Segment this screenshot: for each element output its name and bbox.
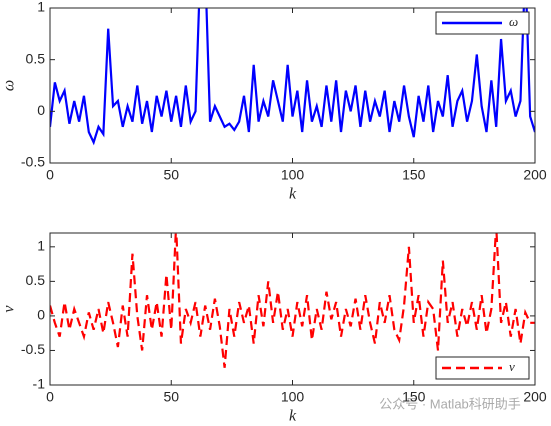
y-axis-label: ω — [1, 80, 18, 91]
y-tick-label: 1 — [37, 238, 45, 254]
data-line — [50, 233, 535, 368]
x-tick-label: 150 — [402, 167, 426, 183]
legend-box — [435, 356, 530, 380]
y-tick-label: -0.5 — [21, 341, 45, 357]
y-tick-label: -0.5 — [21, 154, 45, 170]
y-tick-label: 0 — [37, 102, 45, 118]
x-tick-label: 100 — [281, 389, 305, 405]
x-tick-label: 200 — [523, 167, 547, 183]
x-tick-label: 50 — [163, 389, 179, 405]
x-tick-label: 100 — [281, 167, 305, 183]
y-tick-label: 0 — [37, 307, 45, 323]
legend-label: ω — [509, 14, 518, 29]
data-line — [50, 8, 535, 146]
y-tick-label: 0.5 — [26, 50, 46, 66]
watermark: 公众号 · Matlab科研助手 — [379, 396, 521, 411]
x-tick-label: 200 — [523, 389, 547, 405]
y-axis-label: ν — [1, 305, 18, 313]
subplot: 0 50 100 150 200 -1 -0.5 0 0.5 1 k ν ν — [1, 232, 547, 425]
x-axis-label: k — [289, 408, 297, 425]
x-tick-label: 150 — [402, 389, 426, 405]
x-tick-label: 0 — [46, 167, 54, 183]
x-axis-label: k — [289, 186, 297, 203]
x-tick-label: 0 — [46, 389, 54, 405]
y-tick-label: 1 — [37, 0, 45, 15]
legend-label: ν — [509, 359, 515, 374]
x-tick-label: 50 — [163, 167, 179, 183]
y-tick-label: -1 — [33, 376, 46, 392]
y-tick-label: 0.5 — [26, 272, 46, 288]
